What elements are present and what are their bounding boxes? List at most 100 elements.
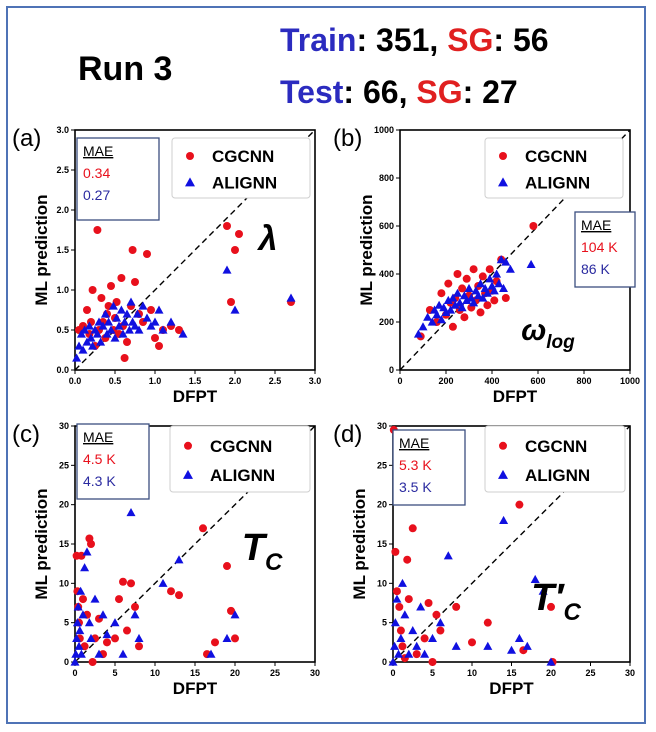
cgcnn-point — [147, 306, 155, 314]
alignn-point — [478, 293, 488, 302]
cgcnn-point — [436, 626, 445, 635]
alignn-point — [441, 307, 451, 316]
cgcnn-point — [135, 642, 143, 651]
alignn-point — [72, 633, 82, 642]
alignn-point — [450, 300, 460, 309]
y-tick-label: 600 — [379, 221, 394, 231]
x-axis-label: DFPT — [493, 387, 538, 406]
test-sg-count: : 27 — [462, 74, 518, 110]
alignn-point — [420, 649, 430, 658]
alignn-point — [122, 309, 132, 318]
alignn-point — [434, 300, 444, 309]
y-tick-label: 10 — [59, 578, 69, 588]
x-tick-label: 30 — [310, 668, 320, 678]
alignn-point — [492, 269, 502, 278]
alignn-point — [106, 325, 116, 334]
mae-title: MAE — [83, 143, 113, 159]
y-tick-label: 5 — [382, 618, 387, 628]
y-tick-label: 20 — [59, 500, 69, 510]
alignn-point — [108, 301, 118, 310]
x-tick-label: 15 — [190, 668, 200, 678]
quantity-symbol: TC — [242, 527, 283, 576]
cgcnn-point — [547, 602, 555, 611]
alignn-point — [392, 594, 402, 603]
y-axis-label: ML prediction — [32, 194, 51, 305]
y-tick-label: 1.0 — [56, 285, 69, 295]
y-tick-label: 15 — [377, 539, 387, 549]
alignn-point — [489, 286, 499, 295]
alignn-point — [138, 301, 148, 310]
cgcnn-point — [103, 638, 111, 647]
x-tick-label: 1000 — [620, 376, 640, 386]
x-tick-label: 20 — [230, 668, 240, 678]
alignn-point — [286, 293, 296, 302]
panel-d: 0 5 10 15 20 25 30 0 5 10 15 20 25 30 DFPT ML predictio… — [333, 421, 635, 698]
alignn-point — [505, 264, 515, 273]
cgcnn-point — [420, 634, 429, 643]
legend-label-alignn: ALIGNN — [525, 466, 590, 485]
alignn-point — [94, 317, 104, 326]
y-tick-label: 0 — [382, 657, 387, 667]
alignn-point — [118, 649, 128, 658]
alignn-point — [72, 618, 82, 627]
alignn-point — [126, 297, 136, 306]
cgcnn-point — [123, 338, 131, 346]
y-tick-label: 30 — [59, 421, 69, 431]
legend-marker-cgcnn — [186, 152, 194, 160]
alignn-point — [522, 641, 532, 650]
cgcnn-point — [395, 602, 404, 611]
x-tick-label: 0 — [72, 668, 77, 678]
alignn-point — [134, 633, 144, 642]
x-tick-label: 0.0 — [69, 376, 82, 386]
cgcnn-point — [483, 618, 492, 627]
alignn-point — [70, 657, 80, 666]
x-tick-label: 3.0 — [309, 376, 322, 386]
alignn-point — [132, 309, 142, 318]
alignn-point — [114, 321, 124, 330]
x-tick-label: 600 — [530, 376, 545, 386]
mae-cgcnn-value: 0.34 — [83, 165, 110, 181]
alignn-point — [130, 321, 140, 330]
mae-box — [392, 429, 466, 506]
x-tick-label: 2.0 — [229, 376, 242, 386]
mae-box — [76, 423, 150, 500]
cgcnn-point — [462, 274, 471, 283]
alignn-point — [476, 279, 485, 288]
alignn-point — [96, 337, 106, 346]
mae-title: MAE — [581, 217, 611, 233]
alignn-point — [130, 610, 140, 619]
panel-label: (d) — [333, 421, 362, 448]
cgcnn-point — [458, 284, 467, 293]
alignn-point — [222, 265, 232, 274]
cgcnn-point — [485, 265, 494, 274]
quantity-symbol-base: ω — [521, 314, 546, 347]
cgcnn-point — [131, 278, 139, 286]
cgcnn-point — [199, 524, 207, 533]
alignn-point — [80, 325, 90, 334]
alignn-point — [412, 641, 422, 650]
alignn-point — [84, 321, 94, 330]
x-axis-label: DFPT — [489, 679, 534, 698]
y-tick-label: 400 — [379, 269, 394, 279]
alignn-point — [150, 317, 160, 326]
alignn-point — [230, 305, 240, 314]
alignn-point — [462, 295, 472, 304]
x-tick-label: 400 — [484, 376, 499, 386]
alignn-point — [499, 515, 509, 524]
legend-marker-alignn — [183, 469, 193, 479]
run-title: Run 3 — [78, 50, 173, 88]
y-axis-label: ML prediction — [32, 488, 51, 599]
x-tick-label: 1.5 — [189, 376, 202, 386]
figure-frame — [6, 6, 646, 724]
x-tick-label: 10 — [150, 668, 160, 678]
quantity-symbol: T′C — [531, 577, 581, 626]
cgcnn-point — [143, 250, 151, 258]
train-sg-label: SG — [447, 22, 494, 58]
parity-line — [399, 129, 631, 371]
y-tick-label: 800 — [379, 173, 394, 183]
cgcnn-point — [211, 638, 219, 647]
mae-alignn-value: 3.5 K — [399, 479, 432, 495]
y-tick-label: 10 — [377, 578, 387, 588]
alignn-point — [174, 555, 184, 564]
legend-label-cgcnn: CGCNN — [525, 437, 587, 456]
